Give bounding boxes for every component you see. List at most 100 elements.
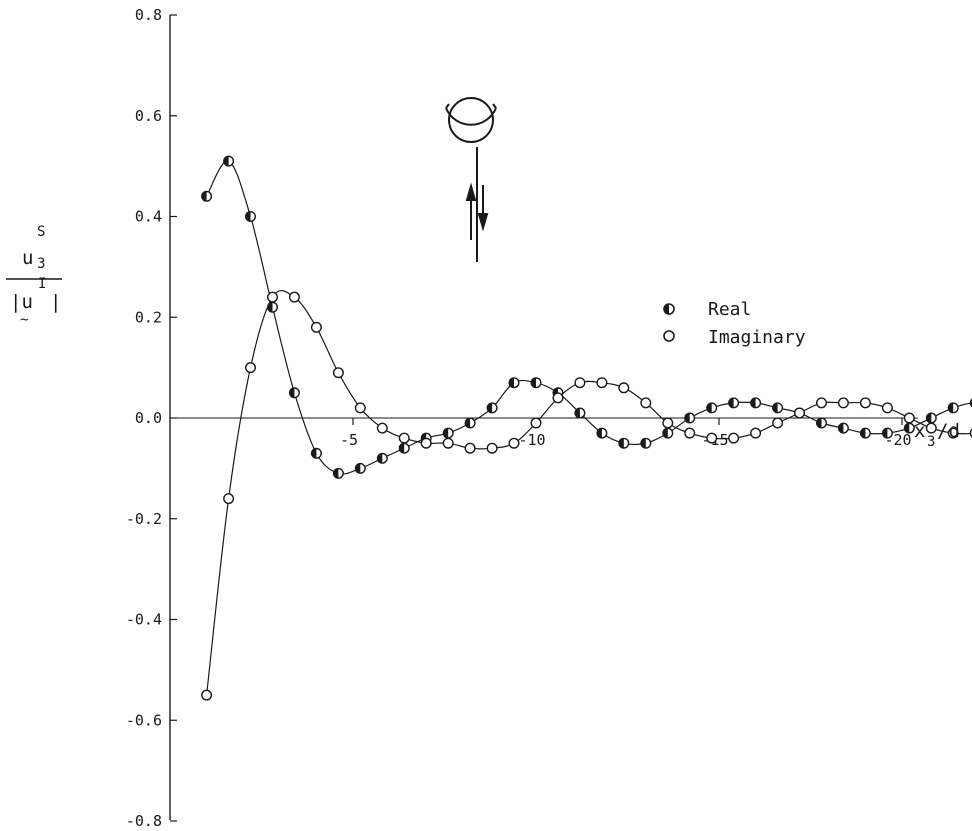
data-point-real	[464, 417, 476, 429]
data-point-real	[267, 301, 279, 313]
inset-cup	[445, 107, 497, 126]
y-tick-label: 0.4	[135, 208, 162, 226]
inset-arrow-up-head	[465, 182, 477, 201]
x-label-tail: /d	[937, 420, 960, 442]
data-point-real	[684, 412, 696, 424]
data-point-real	[728, 397, 740, 409]
data-point-imaginary	[376, 422, 388, 434]
data-point-imaginary	[640, 397, 652, 409]
data-point-imaginary	[925, 422, 937, 434]
y-tick-label: 0.0	[135, 409, 162, 427]
data-point-real	[530, 377, 542, 389]
y-label-denominator: |u	[10, 291, 33, 313]
legend-label-real: Real	[708, 299, 751, 320]
series-curves	[206, 160, 972, 696]
data-point-imaginary	[201, 689, 213, 701]
data-point-imaginary	[244, 362, 256, 374]
data-point-real	[354, 462, 366, 474]
axes: 0.80.60.40.20.0-0.2-0.4-0.6-0.8-5-10-15-…	[126, 6, 918, 830]
series-line-real	[206, 160, 972, 475]
data-point-imaginary	[332, 367, 344, 379]
data-point-real	[201, 190, 213, 202]
data-point-real	[376, 452, 388, 464]
legend-marker-imaginary	[663, 330, 675, 342]
data-point-imaginary	[947, 427, 959, 439]
data-point-imaginary	[706, 432, 718, 444]
data-point-real	[662, 427, 674, 439]
series-markers	[201, 155, 972, 701]
data-point-imaginary	[881, 402, 893, 414]
data-point-imaginary	[772, 417, 784, 429]
data-point-imaginary	[267, 291, 279, 303]
y-label-numerator: u	[22, 247, 33, 269]
data-point-real	[837, 422, 849, 434]
data-point-real	[398, 442, 410, 454]
data-point-imaginary	[310, 321, 322, 333]
data-point-real	[486, 402, 498, 414]
y-label-numerator-sup: S	[37, 224, 45, 240]
data-point-real	[816, 417, 828, 429]
data-point-imaginary	[684, 427, 696, 439]
data-point-real	[332, 467, 344, 479]
y-tick-label: -0.6	[126, 711, 162, 729]
data-point-imaginary	[903, 412, 915, 424]
data-point-imaginary	[574, 377, 586, 389]
legend: Real Imaginary	[663, 299, 806, 348]
data-point-real	[288, 387, 300, 399]
y-label-denominator-sup: I	[38, 276, 46, 292]
data-point-imaginary	[288, 291, 300, 303]
y-tick-label: 0.8	[135, 6, 162, 24]
data-point-real	[859, 427, 871, 439]
y-tick-label: -0.2	[126, 510, 162, 528]
x-axis-label: x 3 /d	[914, 420, 960, 450]
data-point-real	[442, 427, 454, 439]
x-tick-label: -10	[518, 431, 545, 449]
data-point-real	[947, 402, 959, 414]
svg-text:u: u	[22, 247, 33, 269]
data-point-real	[596, 427, 608, 439]
data-point-real	[925, 412, 937, 424]
data-point-imaginary	[420, 437, 432, 449]
data-point-imaginary	[859, 397, 871, 409]
data-point-imaginary	[794, 407, 806, 419]
data-point-imaginary	[837, 397, 849, 409]
y-tick-label: -0.4	[126, 611, 162, 629]
y-tick-label: -0.8	[126, 812, 162, 830]
data-point-real	[881, 427, 893, 439]
inset-arrow-down-head	[477, 213, 489, 232]
data-point-real	[310, 447, 322, 459]
x-tick-label: -5	[340, 431, 358, 449]
data-point-real	[618, 437, 630, 449]
data-point-real	[244, 210, 256, 222]
data-point-imaginary	[486, 442, 498, 454]
data-point-imaginary	[750, 427, 762, 439]
data-point-imaginary	[464, 442, 476, 454]
data-point-imaginary	[662, 417, 674, 429]
data-point-real	[772, 402, 784, 414]
data-point-real	[574, 407, 586, 419]
data-point-imaginary	[552, 392, 564, 404]
data-point-imaginary	[508, 437, 520, 449]
data-point-real	[750, 397, 762, 409]
data-point-imaginary	[398, 432, 410, 444]
y-tick-label: 0.2	[135, 308, 162, 326]
data-point-real	[223, 155, 235, 167]
data-point-imaginary	[728, 432, 740, 444]
x-label-sub: 3	[927, 434, 935, 450]
data-point-imaginary	[816, 397, 828, 409]
data-point-real	[903, 422, 915, 434]
y-label-numerator-sub: 3	[37, 256, 45, 272]
legend-label-imaginary: Imaginary	[708, 327, 806, 348]
data-point-real	[508, 377, 520, 389]
inset-schematic	[445, 97, 497, 262]
inset-sphere	[448, 97, 494, 143]
legend-marker-real	[663, 303, 675, 315]
data-point-imaginary	[442, 437, 454, 449]
data-point-real	[706, 402, 718, 414]
data-point-imaginary	[354, 402, 366, 414]
series-line-imaginary	[206, 289, 972, 696]
x-label-symbol: x	[914, 420, 925, 442]
y-label-tilde: ~	[20, 312, 28, 328]
inset-cup-rim	[445, 103, 497, 109]
